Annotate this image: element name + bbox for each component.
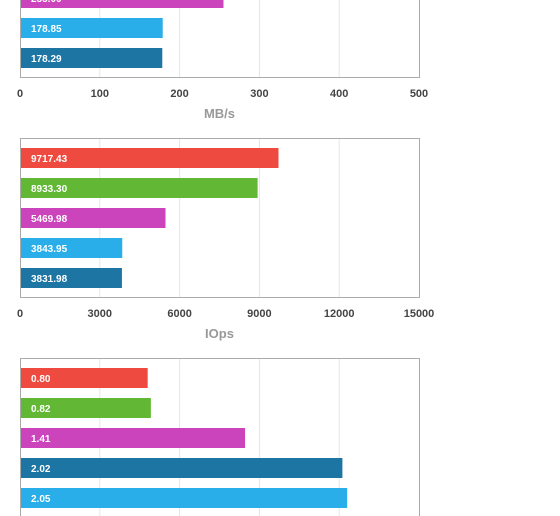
x-tick-label: 400: [330, 88, 348, 100]
bar: [21, 18, 163, 38]
bar-value-label: 9717.43: [31, 154, 68, 165]
x-axis-title: IOps: [205, 326, 234, 341]
bar-value-label: 0.80: [31, 374, 51, 385]
x-tick-label: 15000: [404, 308, 435, 320]
bar: [21, 458, 343, 478]
plot-frame: [20, 358, 420, 516]
bar-value-label: 5469.98: [31, 214, 68, 225]
bar: [21, 398, 151, 418]
bar-value-label: 3843.95: [31, 244, 68, 255]
bar: [21, 148, 279, 168]
bar-value-label: 2.05: [31, 494, 51, 505]
plot-frame: [20, 0, 420, 78]
x-tick-label: 6000: [167, 308, 191, 320]
bar: [21, 238, 123, 258]
bar: [21, 488, 348, 508]
x-tick-label: 300: [250, 88, 268, 100]
bar: [21, 208, 166, 228]
bar: [21, 268, 122, 288]
bar-value-label: 2.02: [31, 464, 51, 475]
x-tick-label: 0: [17, 88, 23, 100]
x-tick-label: 200: [170, 88, 188, 100]
throughput-chart: 255.00 178.85 178.29 0 100 200 300 400 500 MB/s: [17, 0, 428, 121]
x-axis-title: MB/s: [204, 106, 235, 121]
iops-chart: 9717.43 8933.30 5469.98 3843.95 3831.98 0 3000…: [17, 138, 434, 341]
x-tick-label: 12000: [324, 308, 355, 320]
bar-value-label: 1.41: [31, 434, 51, 445]
x-tick-label: 9000: [247, 308, 271, 320]
latency-chart: 0.80 0.82 1.41 2.02 2.05: [20, 358, 420, 516]
bar: [21, 368, 148, 388]
bar-value-label: 8933.30: [31, 184, 68, 195]
bar-value-label: 0.82: [31, 404, 51, 415]
x-tick-label: 3000: [88, 308, 112, 320]
bar-value-label: 178.29: [31, 54, 62, 65]
x-tick-label: 0: [17, 308, 23, 320]
x-tick-label: 100: [91, 88, 109, 100]
bar-value-label: 255.00: [31, 0, 62, 5]
bar: [21, 428, 246, 448]
plot-frame: [20, 138, 420, 298]
bar: [21, 0, 224, 8]
bar-value-label: 178.85: [31, 24, 62, 35]
x-tick-label: 500: [410, 88, 428, 100]
bar-value-label: 3831.98: [31, 274, 68, 285]
bar: [21, 178, 258, 198]
bar: [21, 48, 163, 68]
